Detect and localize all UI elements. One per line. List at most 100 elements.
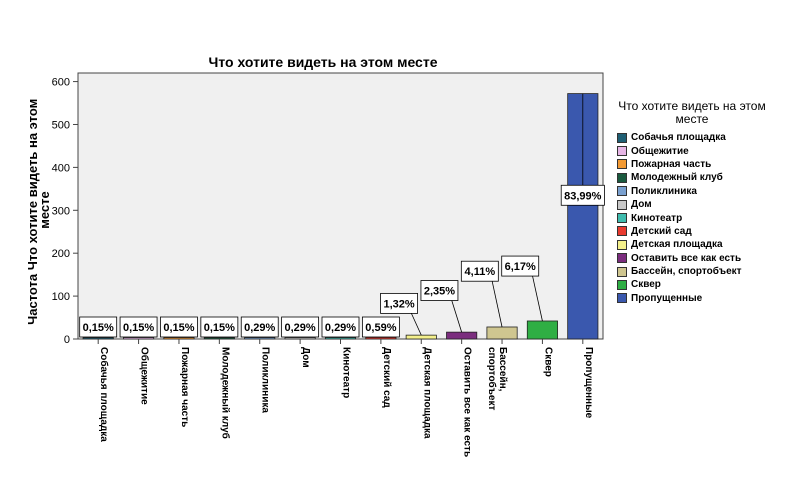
legend-swatch: [617, 186, 627, 197]
x-tick-label-line: Детский сад: [381, 347, 392, 408]
data-label-box: [160, 316, 198, 338]
x-tick-label: Собачья площадка: [98, 347, 110, 442]
y-axis: 0 100 200 300 400 500 600: [52, 77, 78, 346]
legend-item: Пожарная часть: [617, 158, 767, 171]
legend-item: Детская площадка: [617, 238, 767, 251]
data-label-box: [361, 316, 400, 338]
data-label-box: [501, 255, 540, 277]
legend-label: Кинотеатр: [631, 212, 683, 224]
y-tick-label: 100: [52, 291, 70, 303]
data-label-box: [321, 316, 360, 338]
legend-item: Кинотеатр: [617, 211, 767, 224]
data-label-box: [420, 280, 459, 301]
legend-label: Поликлиника: [631, 185, 697, 197]
bar: [405, 334, 437, 340]
legend-items: Собачья площадка Общежитие Пожарная часть М…: [617, 131, 767, 305]
x-tick-label: Общежитие: [139, 347, 151, 405]
y-tick-label: 600: [52, 77, 70, 89]
legend-label: Детская площадка: [631, 239, 723, 251]
legend-item: Молодежный клуб: [617, 171, 767, 184]
data-label: 0,15%: [123, 322, 154, 334]
x-tick-label: Молодежный клуб: [219, 347, 231, 439]
legend-swatch: [617, 199, 627, 210]
x-tick-label-line: Молодежный клуб: [219, 347, 231, 439]
data-label: 0,15%: [204, 322, 235, 334]
x-tick-label: Детская площадка: [421, 347, 432, 439]
x-tick-label-line: Оставить все как есть: [462, 347, 473, 457]
bar: [446, 331, 478, 340]
legend-swatch: [617, 239, 627, 250]
data-label: 0,59%: [365, 322, 396, 334]
legend-item: Собачья площадка: [617, 131, 767, 144]
legend-label: Собачья площадка: [631, 132, 726, 144]
chart-title: Что хотите видеть на этом месте: [209, 54, 438, 70]
bar: [244, 337, 276, 340]
x-tick-label: Детский сад: [381, 347, 392, 408]
bar: [163, 337, 195, 340]
legend-swatch: [617, 146, 627, 157]
data-label: 4,11%: [465, 266, 496, 278]
y-axis-label-line-1: Частота Что хотите видеть на этом: [25, 99, 40, 325]
data-label: 0,29%: [285, 322, 316, 334]
legend-item: Дом: [617, 198, 767, 211]
bar: [324, 337, 357, 340]
legend-label: Сквер: [631, 279, 661, 291]
bar: [203, 337, 235, 340]
data-label-box: [200, 316, 239, 338]
legend-swatch: [617, 213, 627, 224]
x-tick-label-line: Пожарная часть: [179, 347, 190, 427]
legend-label: Дом: [631, 199, 652, 211]
x-tick-label-line: Общежитие: [139, 347, 151, 405]
data-labels: 0,15% 0,15% 0,15% 0,15% 0,29% 0,29% 0,29% 0,59%…: [79, 184, 605, 338]
bar: [526, 320, 558, 340]
bar: [486, 326, 518, 340]
legend-item: Сквер: [617, 278, 767, 291]
x-tick-label-line: Поликлиника: [260, 347, 271, 413]
legend-item: Бассейн, спортобъект: [617, 265, 767, 278]
data-label: 0,29%: [325, 322, 356, 334]
label-leader: [451, 300, 463, 333]
x-tick-label: Бассейн,спортобъект: [486, 347, 508, 410]
legend-swatch: [617, 266, 627, 277]
data-label-box: [460, 260, 499, 282]
legend-swatch: [617, 253, 627, 264]
legend-label: Общежитие: [631, 145, 689, 157]
y-tick-label: 200: [52, 248, 70, 260]
legend-swatch: [617, 293, 627, 304]
x-tick-label-line: Пропущенные: [583, 347, 594, 419]
legend-swatch: [617, 132, 627, 143]
plot-area: [77, 72, 604, 340]
data-label: 2,35%: [424, 286, 455, 298]
legend-label: Оставить все как есть: [631, 252, 742, 264]
legend-swatch: [617, 159, 627, 170]
legend-label: Пожарная часть: [631, 158, 712, 170]
data-label-box: [380, 292, 418, 314]
x-tick-label: Сквер: [542, 347, 553, 377]
bar: [123, 337, 155, 340]
legend-item: Оставить все как есть: [617, 252, 767, 265]
x-tick-label: Пропущенные: [583, 347, 594, 419]
legend-item: Пропущенные: [617, 292, 767, 305]
x-axis: Собачья площадка Общежитие Пожарная часть М…: [97, 339, 594, 457]
data-label-box: [281, 316, 320, 338]
x-tick-label: Пожарная часть: [179, 347, 190, 427]
data-label-box: [79, 316, 118, 338]
legend-label: Пропущенные: [631, 292, 703, 304]
data-label: 0,15%: [163, 322, 194, 334]
y-tick-label: 400: [52, 162, 70, 174]
legend: Что хотите видеть на этом месте Собачья …: [617, 100, 767, 305]
legend-label: Детский сад: [631, 225, 692, 237]
x-tick-label: Оставить все как есть: [462, 347, 473, 457]
data-label-box: [560, 184, 605, 206]
bar: [284, 337, 316, 340]
legend-item: Детский сад: [617, 225, 767, 238]
x-tick-label: Дом: [300, 347, 311, 368]
label-leader: [491, 281, 503, 328]
legend-swatch: [617, 172, 627, 183]
data-label-box: [240, 316, 279, 338]
y-tick-label: 500: [52, 119, 70, 131]
data-label-box: [119, 316, 158, 338]
data-label: 83,99%: [564, 190, 602, 202]
y-tick-label: 300: [52, 205, 70, 217]
